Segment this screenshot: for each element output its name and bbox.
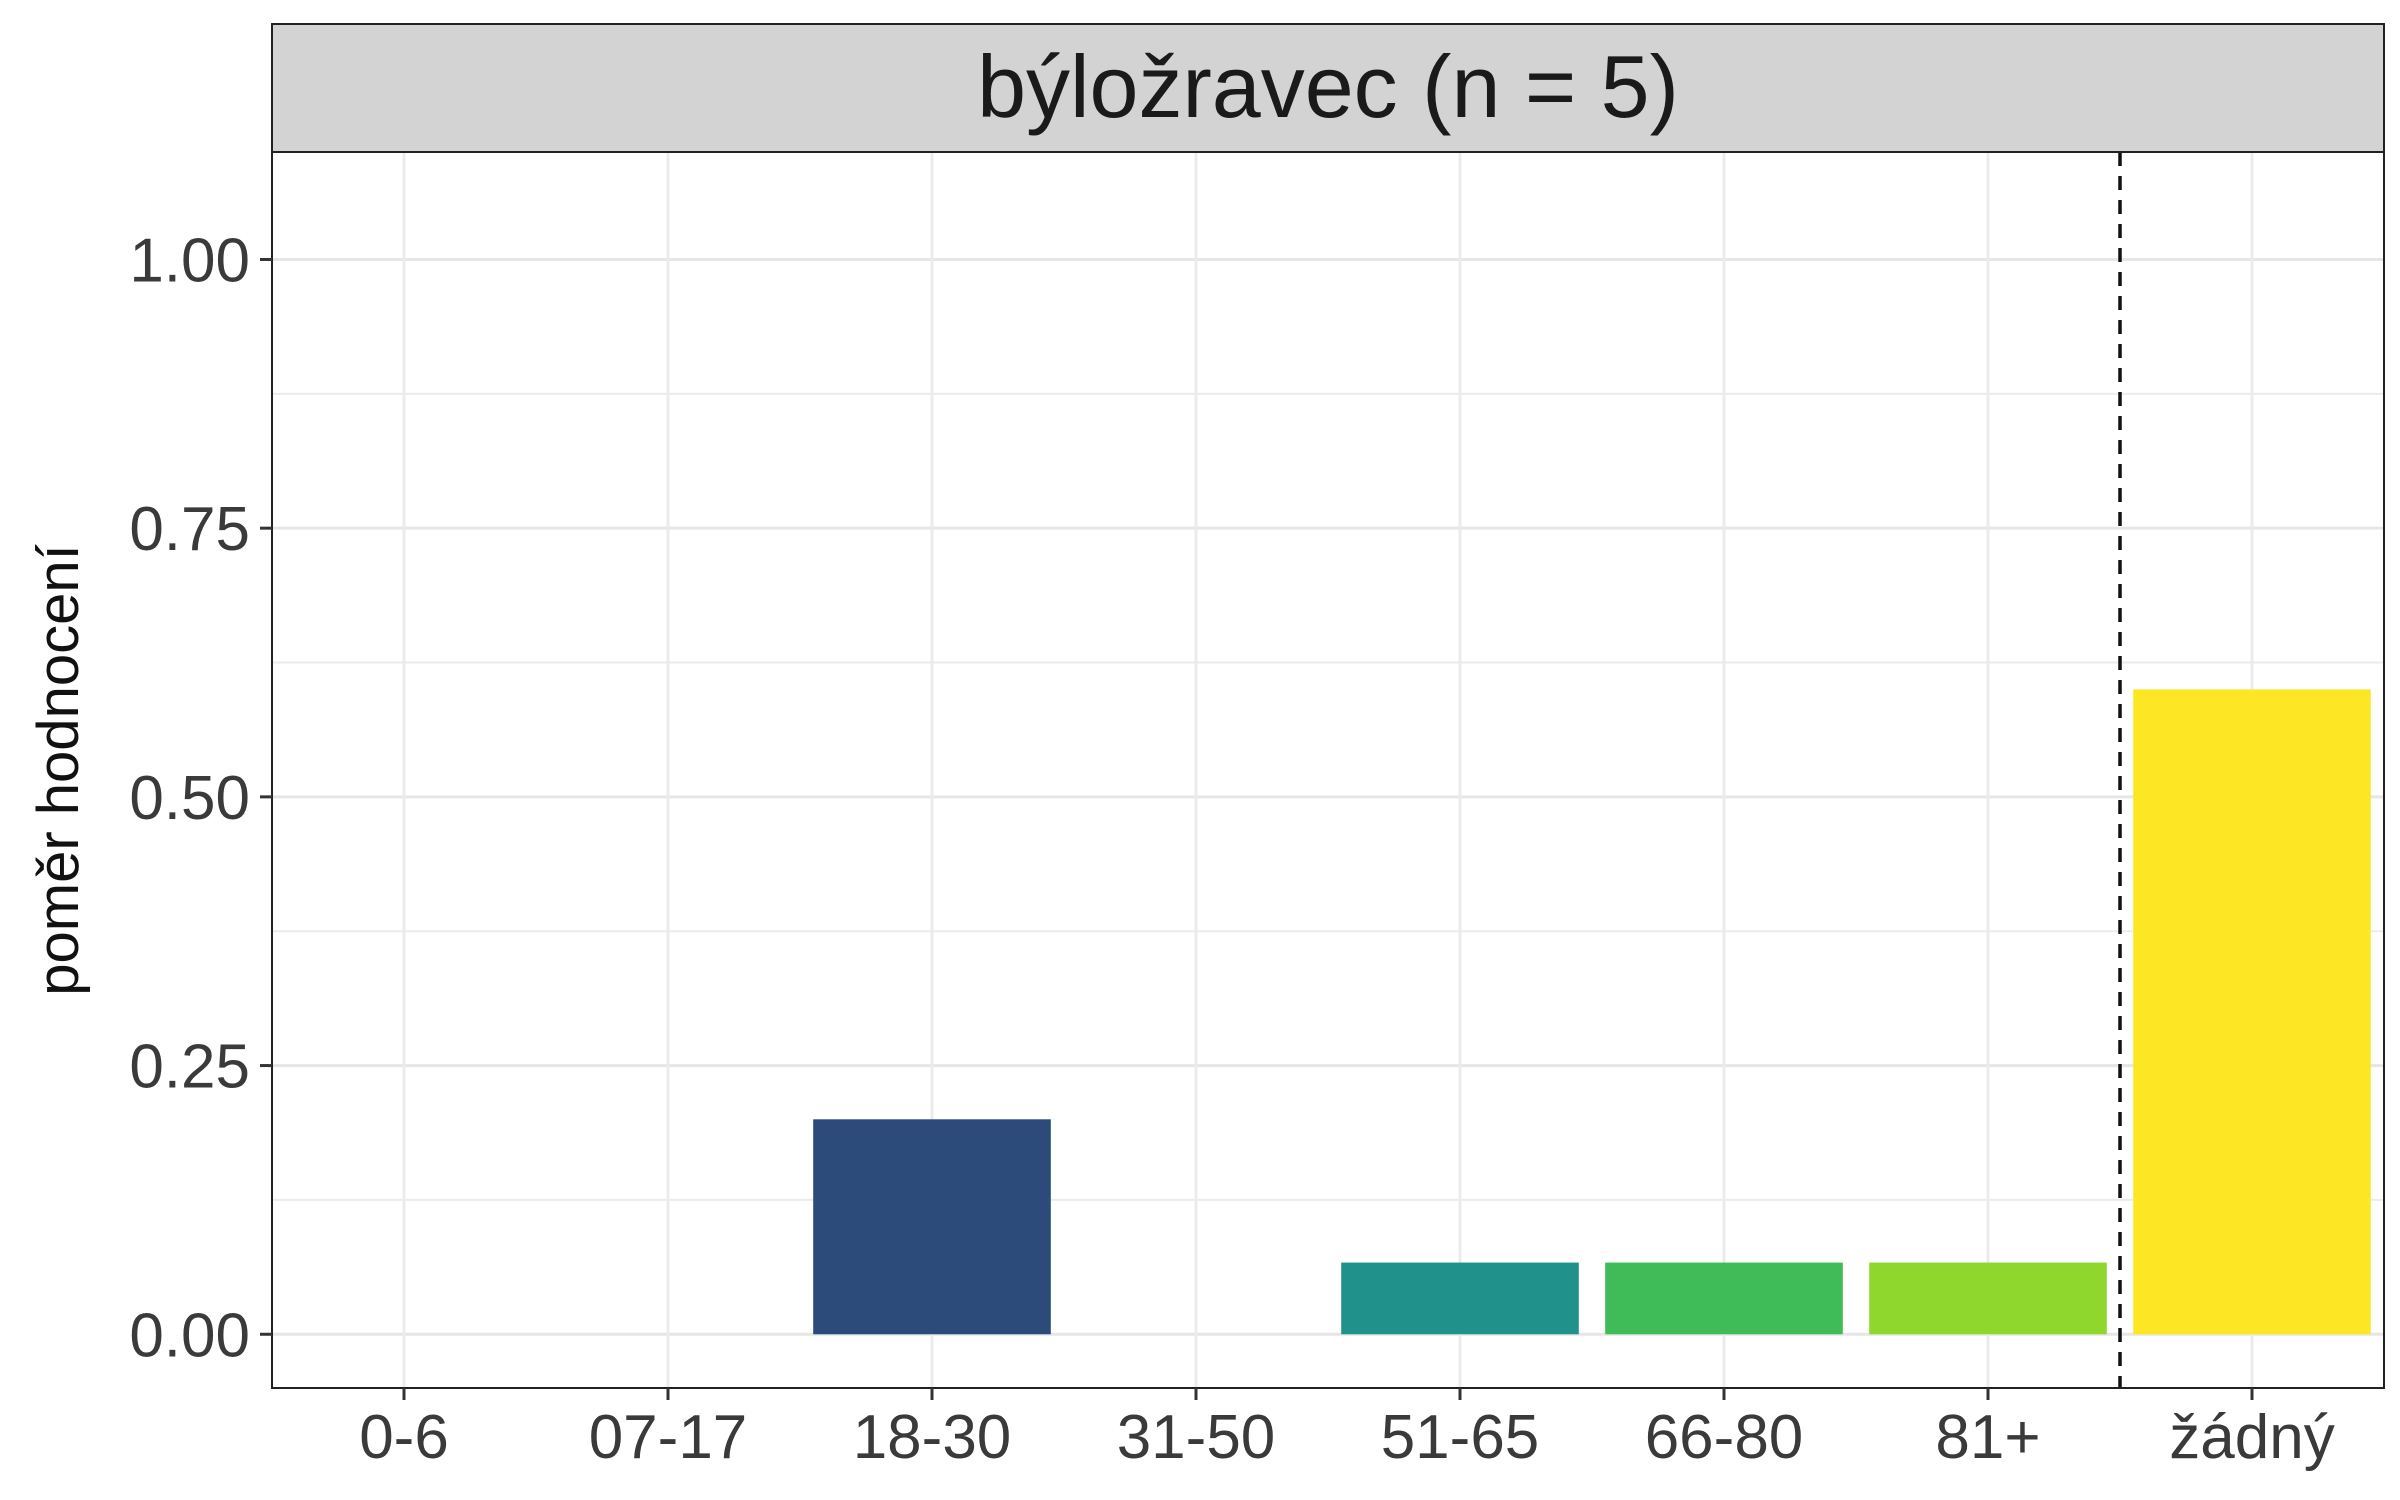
facet-strip <box>271 23 2385 153</box>
grid-major <box>272 152 2384 1388</box>
y-tick-label: 0.75 <box>129 495 250 564</box>
bar-51-65 <box>1341 1262 1579 1335</box>
x-tick-label: 18-30 <box>853 1403 1012 1472</box>
x-tick-label: 0-6 <box>359 1403 449 1472</box>
y-tick-label: 0.50 <box>129 764 250 833</box>
bar-81+ <box>1869 1262 2107 1335</box>
x-tick-label: žádný <box>2169 1403 2334 1472</box>
bar-18-30 <box>813 1119 1051 1335</box>
bar-66-80 <box>1605 1262 1843 1335</box>
y-tick-label: 0.00 <box>129 1301 250 1370</box>
x-axis: 0-6 07-17 18-30 31-50 51-65 66-80 81+ žádný <box>359 1388 2335 1472</box>
plot-border <box>271 151 2385 1389</box>
plot-panel <box>272 152 2384 1388</box>
x-tick-label: 81+ <box>1935 1403 2040 1472</box>
grid-minor <box>272 392 2384 1201</box>
bar-žádný <box>2133 689 2371 1335</box>
x-tick-label: 31-50 <box>1117 1403 1276 1472</box>
y-axis: 0.00 0.25 0.50 0.75 1.00 <box>129 226 272 1370</box>
x-tick-label: 51-65 <box>1381 1403 1540 1472</box>
y-axis-title: poměr hodnocení <box>26 544 91 995</box>
bars <box>813 689 2371 1335</box>
x-tick-label: 07-17 <box>589 1403 748 1472</box>
x-tick-label: 66-80 <box>1645 1403 1804 1472</box>
y-tick-label: 0.25 <box>129 1033 250 1102</box>
facet-title: býložravec (n = 5) <box>977 37 1679 136</box>
y-tick-label: 1.00 <box>129 226 250 295</box>
